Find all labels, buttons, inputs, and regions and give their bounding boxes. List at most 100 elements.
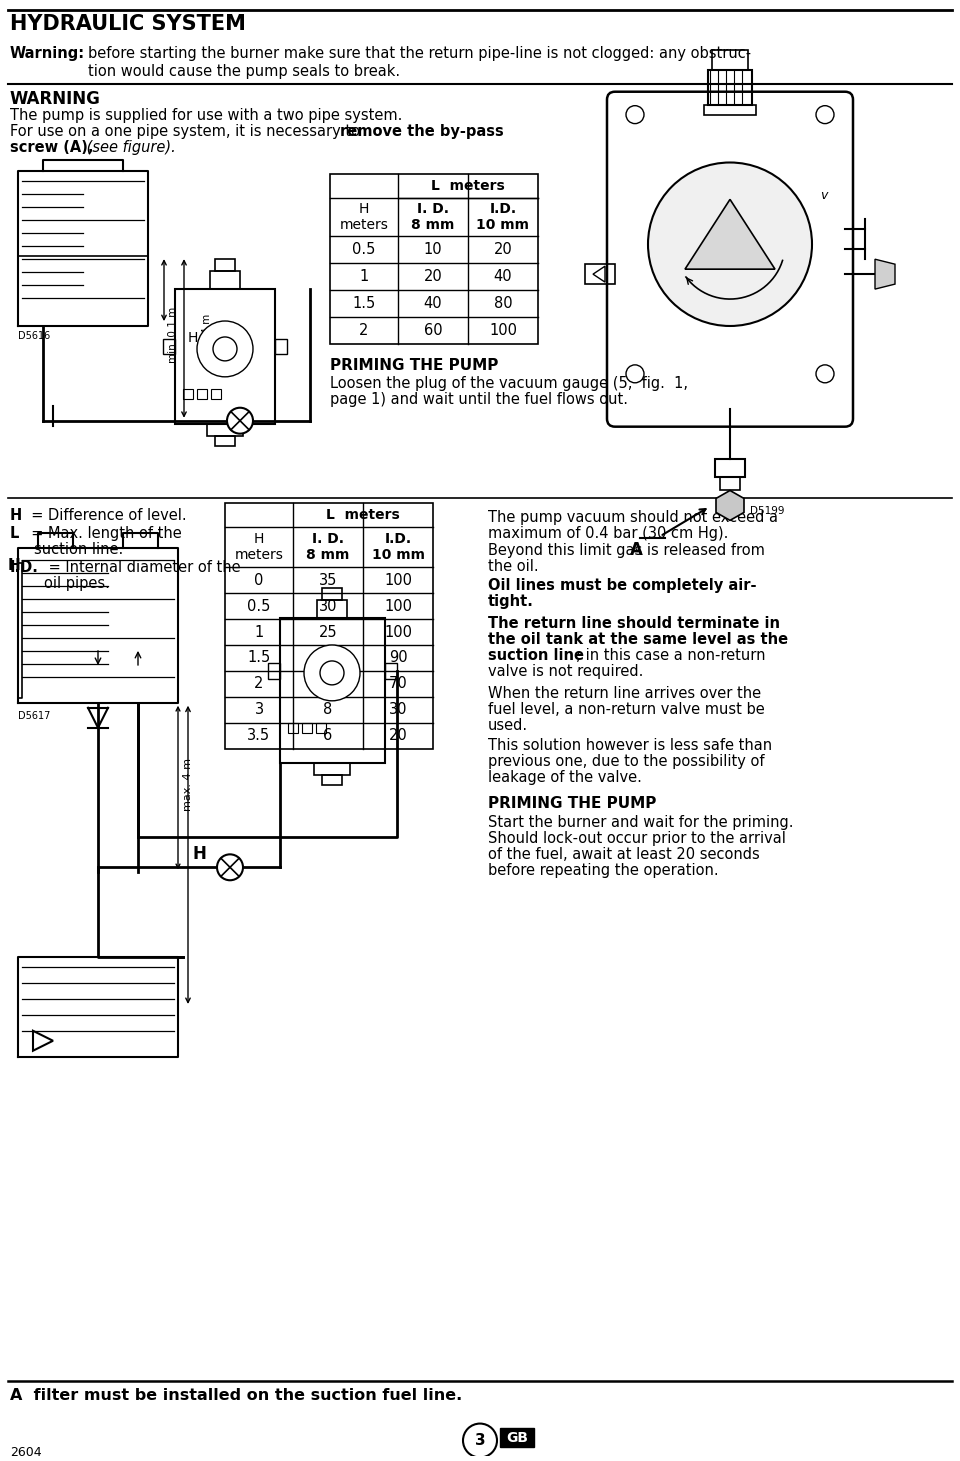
- Bar: [330, 174, 538, 343]
- Text: 60: 60: [423, 323, 443, 337]
- Text: 80: 80: [493, 297, 513, 311]
- Text: 40: 40: [493, 269, 513, 283]
- Circle shape: [463, 1423, 497, 1458]
- Text: = Max. length of the: = Max. length of the: [22, 526, 181, 542]
- Text: previous one, due to the possibility of: previous one, due to the possibility of: [488, 754, 764, 768]
- Text: 100: 100: [384, 599, 412, 614]
- Text: 2: 2: [254, 676, 264, 691]
- Text: H: H: [188, 332, 199, 345]
- Polygon shape: [716, 491, 744, 520]
- Bar: [207, 424, 243, 435]
- Text: page 1) and wait until the fuel flows out.: page 1) and wait until the fuel flows ou…: [330, 392, 628, 406]
- Bar: [712, 50, 748, 70]
- Text: Warning:: Warning:: [10, 45, 85, 61]
- Text: PRIMING THE PUMP: PRIMING THE PUMP: [330, 358, 498, 373]
- Bar: [225, 504, 433, 748]
- Text: 20: 20: [423, 269, 443, 283]
- Text: tion would cause the pump seals to break.: tion would cause the pump seals to break…: [88, 64, 400, 79]
- Bar: [322, 589, 342, 600]
- Text: For use on a one pipe system, it is necessary to: For use on a one pipe system, it is nece…: [10, 124, 365, 139]
- Text: ; in this case a non-return: ; in this case a non-return: [576, 649, 765, 663]
- Bar: [317, 600, 347, 618]
- Text: 10: 10: [423, 243, 443, 257]
- Text: tight.: tight.: [488, 595, 534, 609]
- Bar: [720, 476, 740, 491]
- Bar: [215, 259, 235, 272]
- Text: HYDRAULIC SYSTEM: HYDRAULIC SYSTEM: [10, 15, 246, 34]
- Text: 0: 0: [254, 573, 264, 587]
- Text: 20: 20: [389, 728, 407, 744]
- Text: 100: 100: [489, 323, 517, 337]
- Text: I.D.
10 mm: I.D. 10 mm: [372, 532, 424, 562]
- Text: L: L: [10, 526, 19, 542]
- Bar: [715, 459, 745, 476]
- Bar: [500, 1427, 534, 1448]
- Text: min. 0.1 m: min. 0.1 m: [168, 307, 178, 364]
- Circle shape: [816, 105, 834, 124]
- Text: 30: 30: [389, 703, 407, 717]
- Text: I. D.
8 mm: I. D. 8 mm: [411, 202, 455, 232]
- Text: max. 4 m: max. 4 m: [183, 758, 193, 811]
- Text: 100: 100: [384, 573, 412, 587]
- Text: suction line: suction line: [488, 649, 584, 663]
- Bar: [704, 105, 756, 114]
- Circle shape: [197, 321, 253, 377]
- Text: = Internal diameter of the: = Internal diameter of the: [44, 560, 241, 576]
- Text: L  meters: L meters: [326, 508, 400, 523]
- Bar: [288, 723, 298, 733]
- Text: I. D.
8 mm: I. D. 8 mm: [306, 532, 349, 562]
- Text: 0.5: 0.5: [248, 599, 271, 614]
- Text: 100: 100: [384, 624, 412, 640]
- Bar: [211, 389, 221, 399]
- Text: Oil lines must be completely air-: Oil lines must be completely air-: [488, 579, 756, 593]
- Text: 1: 1: [359, 269, 369, 283]
- Text: 90: 90: [389, 650, 407, 665]
- Polygon shape: [685, 199, 775, 269]
- Text: 0.5: 0.5: [352, 243, 375, 257]
- Text: H: H: [8, 558, 21, 573]
- Circle shape: [626, 105, 644, 124]
- Text: H: H: [193, 846, 206, 863]
- Text: v: v: [820, 190, 828, 203]
- Text: 20: 20: [493, 243, 513, 257]
- Text: 3: 3: [254, 703, 264, 717]
- Text: The pump vacuum should not exceed a: The pump vacuum should not exceed a: [488, 510, 778, 526]
- Bar: [708, 70, 752, 105]
- Circle shape: [648, 162, 812, 326]
- Text: H
meters: H meters: [234, 532, 283, 562]
- Text: This solution however is less safe than: This solution however is less safe than: [488, 738, 772, 752]
- Text: H
meters: H meters: [340, 202, 389, 232]
- Text: 15: 15: [319, 676, 337, 691]
- Text: PRIMING THE PUMP: PRIMING THE PUMP: [488, 796, 657, 811]
- Text: used.: used.: [488, 717, 528, 733]
- FancyBboxPatch shape: [607, 92, 853, 427]
- Text: oil pipes.: oil pipes.: [44, 576, 109, 592]
- Bar: [585, 264, 615, 283]
- Text: valve is not required.: valve is not required.: [488, 663, 643, 679]
- Text: (see figure).: (see figure).: [82, 140, 176, 155]
- Text: I.D.
10 mm: I.D. 10 mm: [476, 202, 530, 232]
- Text: 3: 3: [474, 1433, 486, 1448]
- Text: 1: 1: [254, 624, 264, 640]
- Text: screw (A),: screw (A),: [10, 140, 93, 155]
- Text: Loosen the plug of the vacuum gauge (5,  fig.  1,: Loosen the plug of the vacuum gauge (5, …: [330, 375, 688, 392]
- Text: 1.5: 1.5: [248, 650, 271, 665]
- Text: H: H: [10, 508, 22, 523]
- Text: D5617: D5617: [18, 712, 50, 720]
- Text: 8: 8: [324, 703, 332, 717]
- Text: fuel level, a non-return valve must be: fuel level, a non-return valve must be: [488, 701, 765, 717]
- Bar: [215, 435, 235, 446]
- Text: suction line.: suction line.: [34, 542, 123, 557]
- Bar: [163, 339, 175, 354]
- Bar: [183, 389, 193, 399]
- Circle shape: [626, 365, 644, 383]
- Circle shape: [304, 644, 360, 701]
- Text: I.D.: I.D.: [10, 560, 38, 576]
- Text: the oil tank at the same level as the: the oil tank at the same level as the: [488, 633, 788, 647]
- Text: A  filter must be installed on the suction fuel line.: A filter must be installed on the suctio…: [10, 1388, 463, 1403]
- Text: 3.5: 3.5: [248, 728, 271, 744]
- Bar: [385, 663, 397, 679]
- Text: = Difference of level.: = Difference of level.: [22, 508, 186, 523]
- Circle shape: [227, 408, 253, 434]
- Circle shape: [217, 855, 243, 881]
